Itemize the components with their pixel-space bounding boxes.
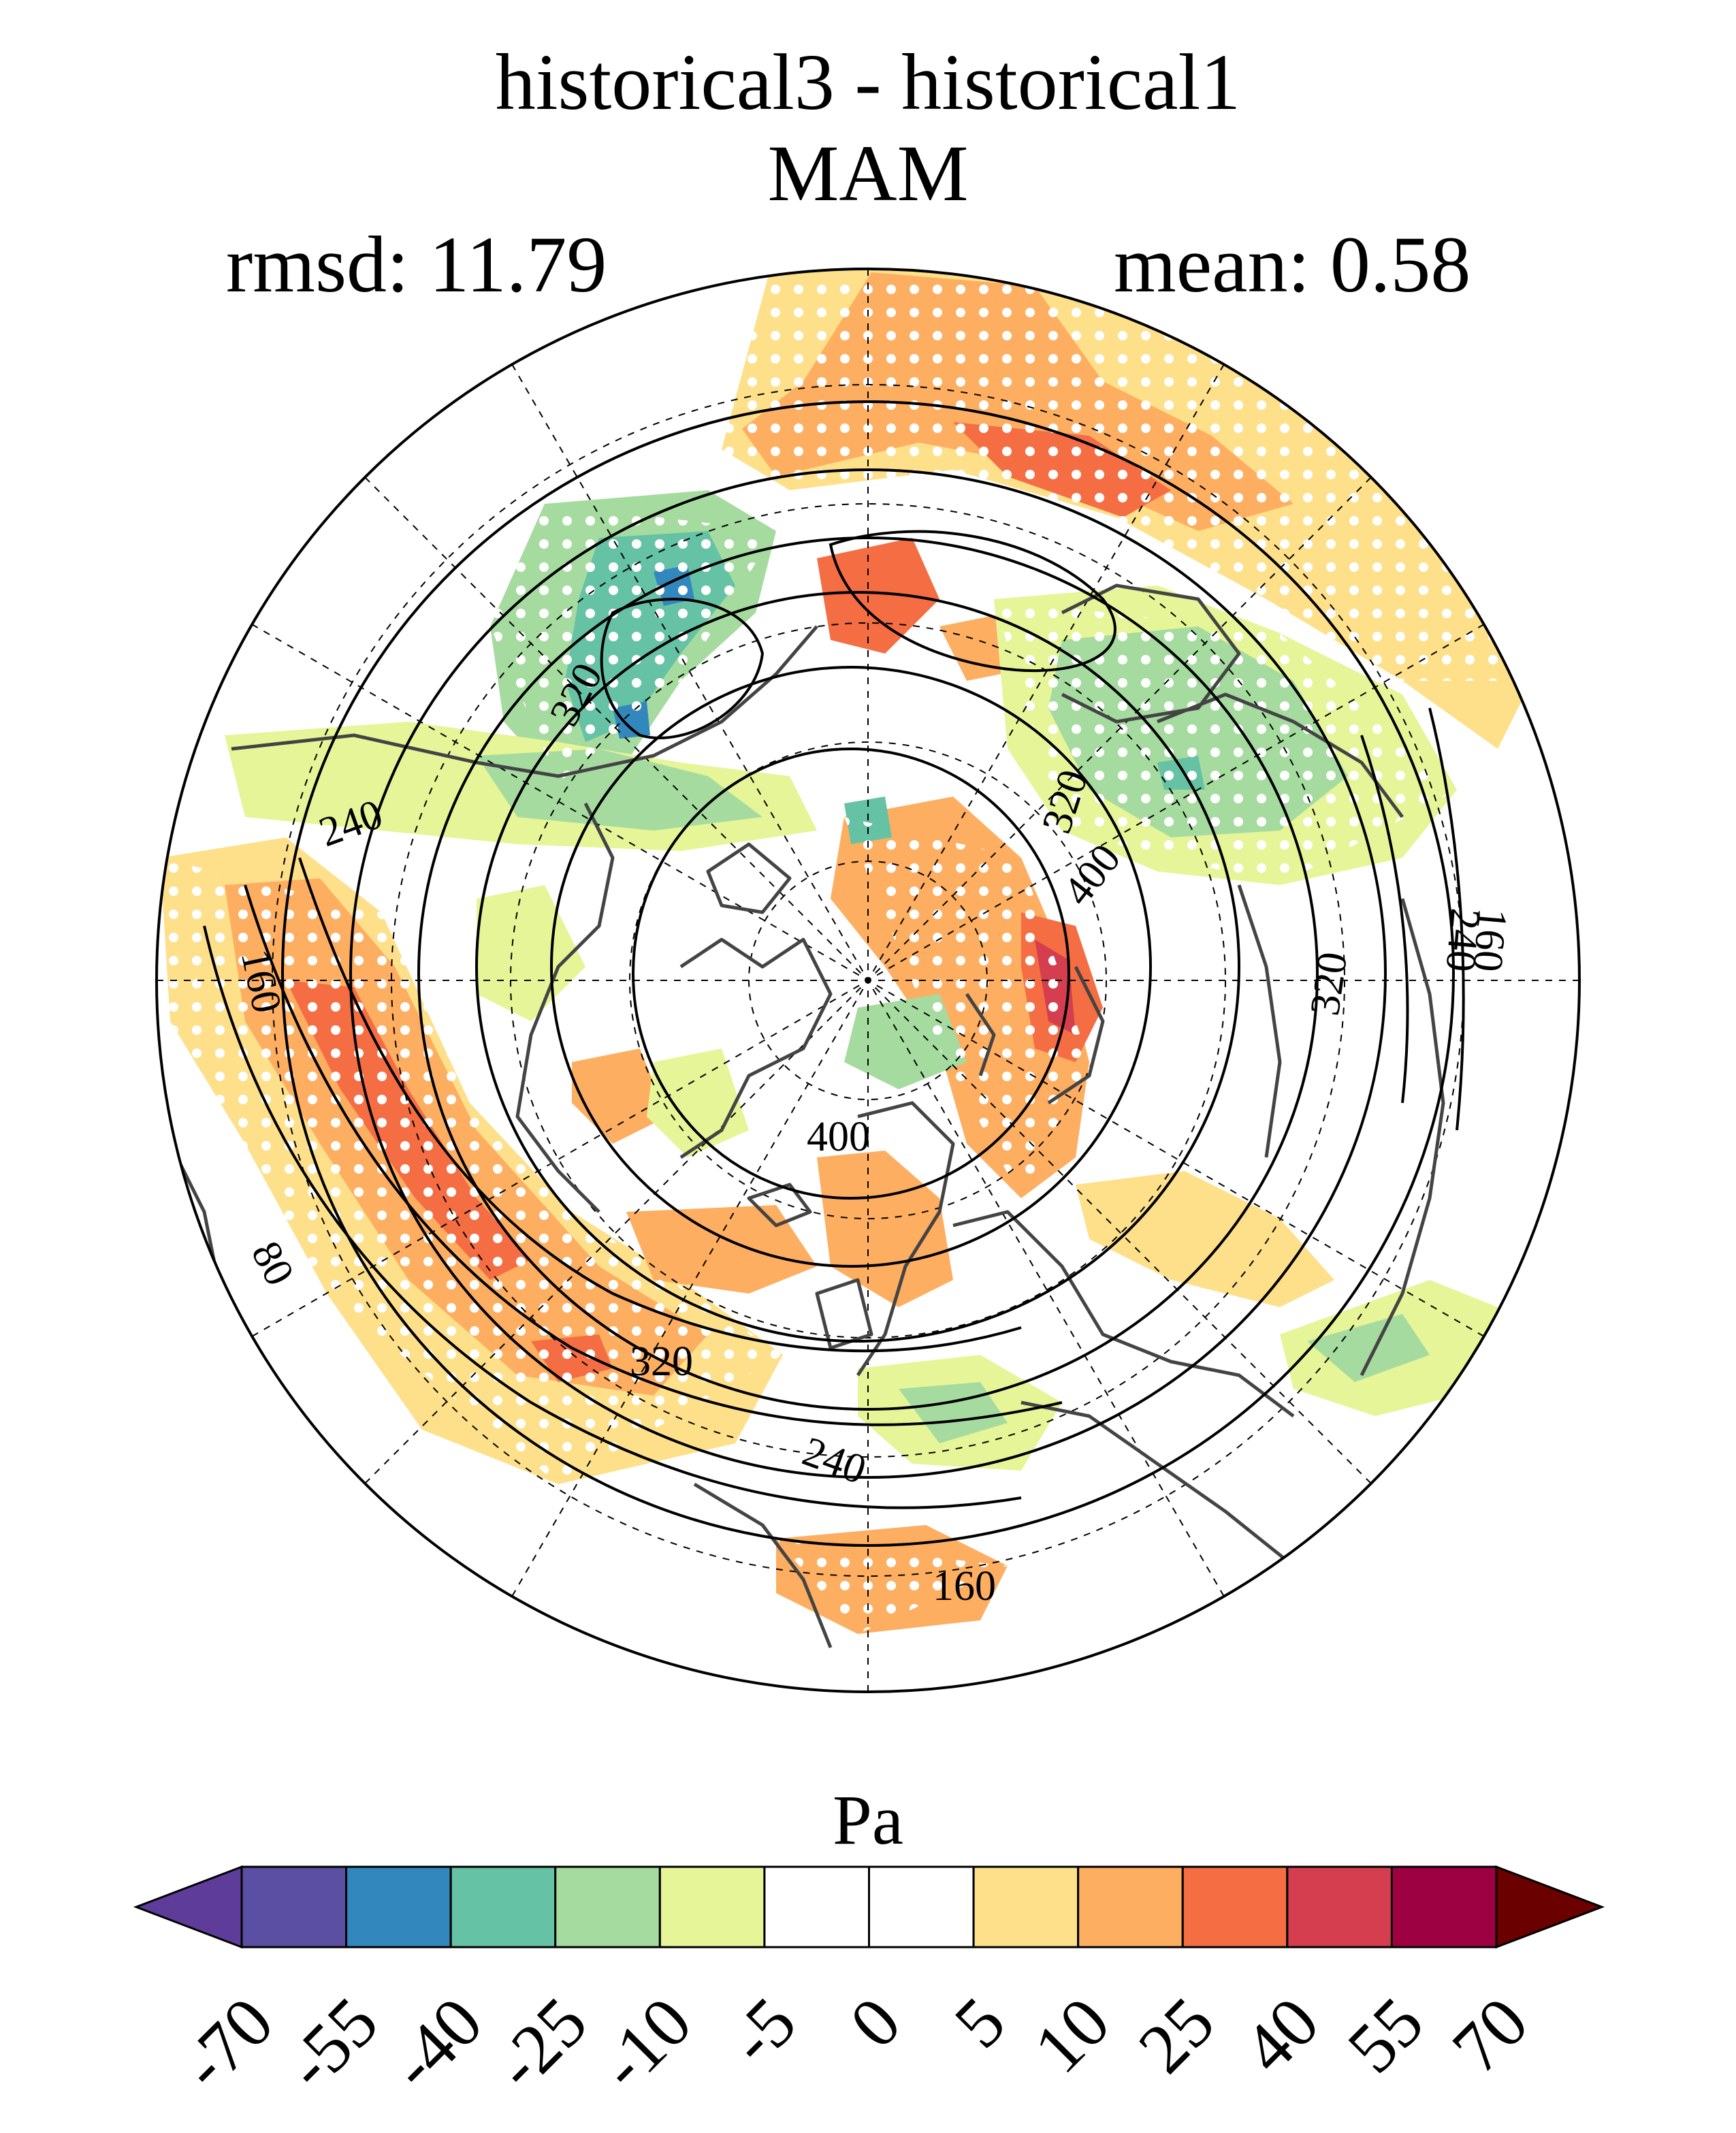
contour-label: 400 [807,1114,870,1160]
colorbar-units: Pa [833,1781,903,1859]
colorbar-box [658,1865,766,1948]
contour-label: 160 [933,1563,996,1609]
colorbar-box [449,1865,557,1948]
colorbar-box [1286,1865,1393,1948]
contour-label: 320 [1302,949,1356,1019]
colorbar-box [554,1865,661,1948]
shaded-field [157,269,1579,1692]
colorbar-tick-label: 5 [939,1983,1020,2063]
colorbar-end-min [133,1865,243,1949]
colorbar-tick-label: -5 [714,1983,811,2080]
colorbar-box [1077,1865,1184,1948]
contour-label: 160 [1464,907,1515,974]
rmsd-label: rmsd: 11.79 [226,220,607,309]
colorbar-tick-label: -10 [584,1983,706,2104]
map-boundary [155,268,1581,1693]
colorbar-tick-label: -40 [375,1983,497,2104]
colorbar-tick-label: 25 [1124,1983,1229,2088]
map-title: historical3 - historical1 [495,37,1241,127]
contour-label: 320 [630,1338,693,1385]
colorbar-box [1181,1865,1289,1948]
mean-label: mean: 0.58 [1114,220,1471,309]
colorbar-box [240,1865,348,1948]
colorbar-tick-label: -70 [166,1983,288,2104]
colorbar-box [345,1865,452,1948]
colorbar-box [763,1865,870,1948]
colorbar-tick-label: -25 [480,1983,602,2104]
colorbar-box [868,1865,975,1948]
colorbar-tick-label: -55 [271,1983,393,2104]
colorbar-tick-label: 40 [1228,1983,1334,2088]
colorbar-tick-label: 10 [1019,1983,1125,2088]
colorbar-box [1390,1865,1498,1948]
colorbar-box [972,1865,1080,1948]
colorbar-tick-label: 55 [1333,1983,1438,2088]
colorbar-end-max [1495,1865,1605,1949]
colorbar-tick-label: 70 [1437,1983,1543,2088]
polar-map: 320 240 160 80 320 400 320 240 160 400 3… [155,268,1581,1693]
season-label: MAM [767,129,969,218]
contour-label: 240 [1436,907,1488,974]
colorbar-tick-label: 0 [835,1983,916,2063]
